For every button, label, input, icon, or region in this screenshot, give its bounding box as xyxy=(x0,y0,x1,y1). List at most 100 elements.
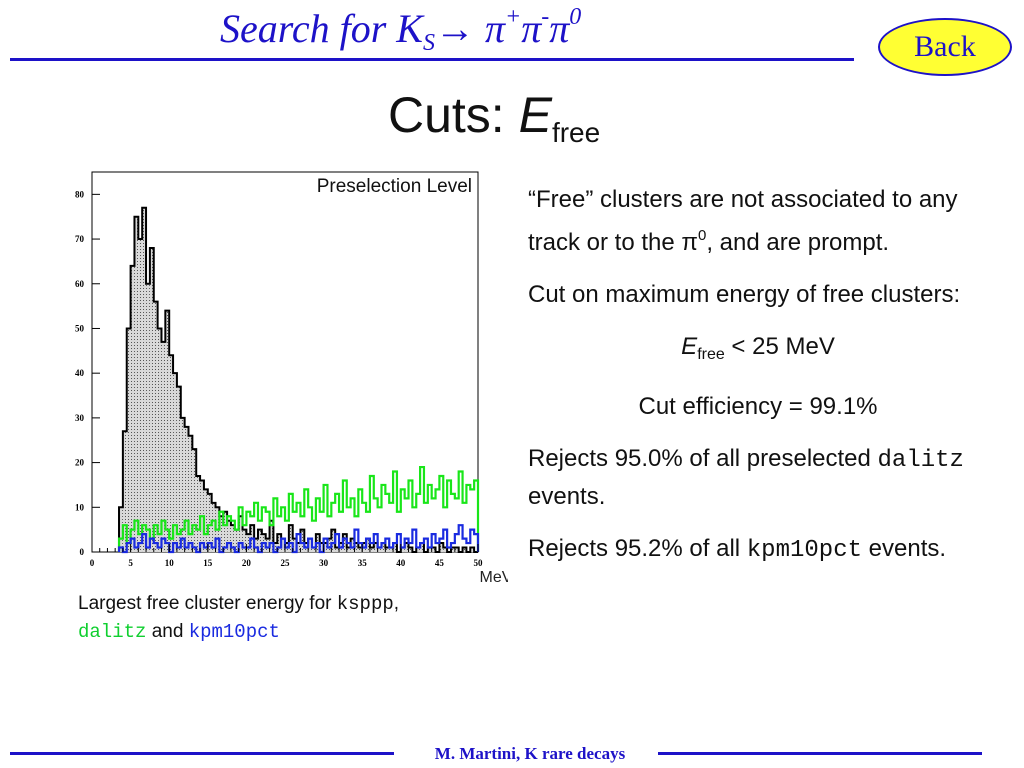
bar-ksppp xyxy=(122,431,127,552)
bar-ksppp xyxy=(254,538,258,552)
bar-ksppp xyxy=(242,529,247,552)
bar-ksppp xyxy=(346,547,351,552)
y-tick-label: 60 xyxy=(75,279,85,289)
x-tick-label: 10 xyxy=(165,558,175,568)
bar-ksppp xyxy=(327,538,332,552)
bar-ksppp xyxy=(450,547,455,552)
bar-ksppp xyxy=(439,543,444,552)
bar-ksppp xyxy=(420,543,424,552)
bar-ksppp xyxy=(454,547,459,552)
y-tick-label: 70 xyxy=(75,234,85,244)
description-panel: “Free” clusters are not associated to an… xyxy=(528,182,988,585)
p5-text-a: Rejects 95.0% of all preselected xyxy=(528,445,878,472)
bar-ksppp xyxy=(246,534,251,552)
bar-ksppp xyxy=(373,543,378,552)
bar-ksppp xyxy=(207,493,212,552)
bar-ksppp xyxy=(308,538,313,552)
bar-ksppp xyxy=(427,547,432,552)
bar-ksppp xyxy=(134,216,139,553)
bar-ksppp xyxy=(350,538,355,552)
footer-rule-right xyxy=(658,752,982,755)
bar-ksppp xyxy=(257,529,262,552)
bar-ksppp xyxy=(470,547,475,552)
bar-ksppp xyxy=(142,207,147,552)
bar-ksppp xyxy=(130,265,135,552)
p6-text-b: events. xyxy=(862,535,947,562)
x-tick-label: 15 xyxy=(203,558,213,568)
bar-ksppp xyxy=(288,525,293,552)
bar-ksppp xyxy=(234,529,239,552)
series-line-dalitz xyxy=(117,465,480,552)
bar-ksppp xyxy=(273,543,278,552)
paragraph-rejects-dalitz: Rejects 95.0% of all preselected dalitz … xyxy=(528,441,988,515)
bar-ksppp xyxy=(265,538,270,552)
caption-text: Largest free cluster energy for xyxy=(78,593,337,614)
title-sup-zero: 0 xyxy=(569,4,582,30)
bar-ksppp xyxy=(269,520,274,552)
heading-sub: free xyxy=(551,117,601,148)
bar-ksppp xyxy=(331,529,336,552)
y-tick-label: 40 xyxy=(75,368,85,378)
heading-var: E xyxy=(518,87,552,143)
bar-ksppp xyxy=(188,435,193,552)
bar-ksppp xyxy=(227,520,231,552)
bar-ksppp xyxy=(404,543,409,552)
x-tick-label: 20 xyxy=(242,558,252,568)
bar-ksppp xyxy=(400,547,405,552)
bar-ksppp xyxy=(354,543,359,552)
bar-ksppp xyxy=(153,301,158,552)
bar-ksppp xyxy=(431,547,436,552)
back-button[interactable]: Back xyxy=(878,18,1012,76)
bar-ksppp xyxy=(138,239,143,552)
bar-ksppp xyxy=(385,547,390,552)
x-tick-label: 45 xyxy=(435,558,445,568)
title-sup-plus: + xyxy=(505,4,522,30)
y-tick-label: 0 xyxy=(80,547,85,557)
bar-ksppp xyxy=(211,502,216,552)
y-tick-label: 30 xyxy=(75,413,85,423)
bar-ksppp xyxy=(173,373,177,552)
bar-ksppp xyxy=(219,516,224,552)
title-sup-minus: - xyxy=(541,4,550,30)
legend-label: Preselection Level xyxy=(317,176,472,197)
x-tick-label: 0 xyxy=(90,558,95,568)
paragraph-cut-efficiency: Cut efficiency = 99.1% xyxy=(638,393,878,420)
caption-and: and xyxy=(146,621,189,642)
bar-ksppp xyxy=(196,476,201,552)
bar-ksppp xyxy=(192,449,197,552)
caption-kpm: kpm10pct xyxy=(188,621,280,643)
p5-mono: dalitz xyxy=(877,447,964,474)
x-tick-label: 35 xyxy=(358,558,368,568)
bar-ksppp xyxy=(149,248,154,552)
p5-text-b: events. xyxy=(528,483,606,510)
slide-title: Search for KS→ π+π-π0 xyxy=(220,4,700,57)
bar-ksppp xyxy=(277,534,282,552)
bar-ksppp xyxy=(223,511,228,552)
bar-ksppp xyxy=(203,489,208,552)
caption-comma: , xyxy=(393,593,400,614)
bar-ksppp xyxy=(146,283,150,552)
bar-ksppp xyxy=(312,547,316,552)
footer-text: M. Martini, K rare decays xyxy=(434,744,626,763)
bar-ksppp xyxy=(300,529,305,552)
bar-ksppp xyxy=(381,543,386,552)
histogram-chart: 0 5 10 15 20 25 30 35 40 45 50 0 10 20 30 40 50 60 70 80 Pre… xyxy=(75,171,508,586)
paragraph-rejects-kpm: Rejects 95.2% of all kpm10pct events. xyxy=(528,531,988,569)
x-tick-label: 25 xyxy=(281,558,291,568)
bar-ksppp xyxy=(393,543,397,552)
bar-ksppp xyxy=(184,426,189,552)
bar-ksppp xyxy=(296,543,301,552)
series-line-ksppp xyxy=(118,206,478,553)
footer-rule-left xyxy=(10,752,394,755)
x-unit-label: MeV xyxy=(480,569,508,586)
caption-dalitz: dalitz xyxy=(78,621,147,643)
bar-ksppp xyxy=(377,547,382,552)
cut-sub: free xyxy=(697,346,725,363)
y-tick-label: 80 xyxy=(75,189,85,199)
title-rule xyxy=(10,58,854,61)
bar-ksppp xyxy=(408,547,413,552)
x-tick-label: 40 xyxy=(396,558,406,568)
title-pi-zero: π xyxy=(549,6,570,51)
series-line-kpm10pct xyxy=(117,524,480,554)
paragraph-cut-value: Efree < 25 MeV xyxy=(528,329,988,373)
